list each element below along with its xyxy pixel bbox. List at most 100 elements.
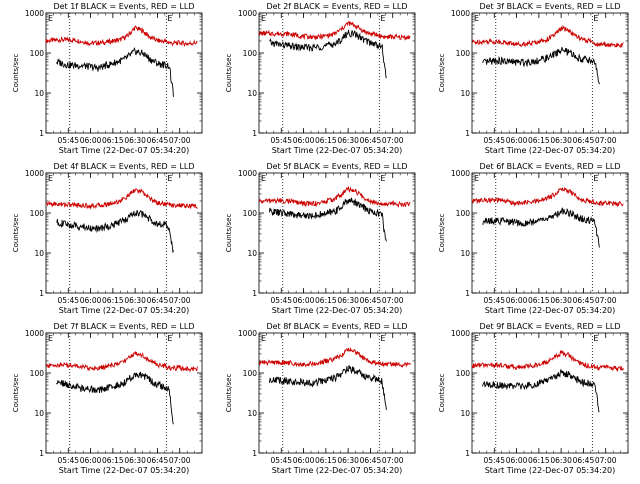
y-tick-label: 100 xyxy=(456,209,471,218)
x-tick-label: 06:00 xyxy=(506,136,528,145)
detector-plot-4: Det 4f BLACK = Events, RED = LLD 1 10 100 10… xyxy=(12,162,203,315)
x-tick-label: 05:45 xyxy=(270,296,292,305)
marker-label-right: E xyxy=(167,174,172,183)
marker-label-left: E xyxy=(261,174,266,183)
x-tick-label: 06:00 xyxy=(80,456,102,465)
x-tick-label: 06:15 xyxy=(528,136,550,145)
y-tick-label: 1 xyxy=(252,289,257,298)
y-tick-label: 100 xyxy=(243,209,258,218)
y-tick-label: 1000 xyxy=(25,169,44,178)
detector-plot-8: Det 8f BLACK = Events, RED = LLD 1 10 100 10… xyxy=(225,322,416,475)
x-tick-label: 06:30 xyxy=(550,456,572,465)
series-line-events xyxy=(56,209,174,253)
x-axis-label: Start Time (22-Dec-07 05:34:20) xyxy=(59,466,190,475)
x-tick-label: 05:45 xyxy=(57,296,79,305)
y-tick-label: 100 xyxy=(243,369,258,378)
detector-plot-9: Det 9f BLACK = Events, RED = LLD 1 10 100 10… xyxy=(438,322,629,475)
x-tick-label: 06:15 xyxy=(315,456,337,465)
x-tick-label: 06:15 xyxy=(528,296,550,305)
x-tick-label: 06:15 xyxy=(315,136,337,145)
y-tick-label: 10 xyxy=(34,409,44,418)
marker-label-left: E xyxy=(48,334,53,343)
plot-title: Det 6f BLACK = Events, RED = LLD xyxy=(479,162,620,171)
x-tick-label: 05:45 xyxy=(270,456,292,465)
marker-label-left: E xyxy=(474,174,479,183)
x-tick-label: 05:45 xyxy=(270,136,292,145)
x-tick-label: 05:45 xyxy=(57,136,79,145)
series-line-lld xyxy=(258,185,411,208)
plot-title: Det 1f BLACK = Events, RED = LLD xyxy=(53,2,194,11)
x-tick-label: 05:45 xyxy=(483,136,505,145)
series-line-lld xyxy=(471,349,624,373)
series-line-events xyxy=(481,368,600,413)
plot-title: Det 5f BLACK = Events, RED = LLD xyxy=(266,162,407,171)
y-tick-label: 1 xyxy=(252,129,257,138)
y-axis-label: Counts/sec xyxy=(438,214,446,253)
x-tick-label: 07:00 xyxy=(382,136,404,145)
plot-frame xyxy=(258,332,416,454)
x-tick-label: 07:00 xyxy=(169,456,191,465)
series-line-lld xyxy=(471,187,624,208)
y-tick-label: 1 xyxy=(465,289,470,298)
x-tick-label: 06:30 xyxy=(337,136,359,145)
y-tick-label: 1 xyxy=(39,129,44,138)
x-tick-label: 05:45 xyxy=(483,456,505,465)
x-tick-label: 06:45 xyxy=(573,296,595,305)
marker-label-right: E xyxy=(593,174,598,183)
plot-frame xyxy=(471,332,629,454)
x-axis-label: Start Time (22-Dec-07 05:34:20) xyxy=(485,466,616,475)
y-tick-label: 10 xyxy=(460,409,470,418)
y-axis-label: Counts/sec xyxy=(12,214,20,253)
series-line-events xyxy=(268,197,387,242)
x-tick-label: 06:30 xyxy=(337,296,359,305)
x-tick-label: 06:45 xyxy=(360,296,382,305)
x-tick-label: 07:00 xyxy=(382,456,404,465)
x-tick-label: 06:45 xyxy=(147,296,169,305)
y-tick-label: 10 xyxy=(247,89,257,98)
x-tick-label: 07:00 xyxy=(169,136,191,145)
marker-label-right: E xyxy=(167,334,172,343)
plot-frame xyxy=(45,12,203,134)
y-tick-label: 1000 xyxy=(25,9,44,18)
plot-title: Det 3f BLACK = Events, RED = LLD xyxy=(479,2,620,11)
y-tick-label: 1000 xyxy=(451,329,470,338)
y-tick-label: 10 xyxy=(460,89,470,98)
x-tick-label: 06:00 xyxy=(293,136,315,145)
x-tick-label: 06:00 xyxy=(80,296,102,305)
x-tick-label: 06:30 xyxy=(337,456,359,465)
series-line-events xyxy=(268,364,387,411)
detector-plot-6: Det 6f BLACK = Events, RED = LLD 1 10 100 10… xyxy=(438,162,629,315)
marker-label-left: E xyxy=(48,174,53,183)
y-axis-label: Counts/sec xyxy=(225,54,233,93)
detector-plot-3: Det 3f BLACK = Events, RED = LLD 1 10 100 10… xyxy=(438,2,629,155)
y-axis-label: Counts/sec xyxy=(438,374,446,413)
plot-title: Det 9f BLACK = Events, RED = LLD xyxy=(479,322,620,331)
series-line-lld xyxy=(45,188,198,210)
plot-frame xyxy=(45,172,203,294)
y-tick-label: 100 xyxy=(30,369,45,378)
series-line-lld xyxy=(258,347,411,368)
detector-plot-5: Det 5f BLACK = Events, RED = LLD 1 10 100 10… xyxy=(225,162,416,315)
plot-frame xyxy=(258,12,416,134)
y-tick-label: 1 xyxy=(252,449,257,458)
x-axis-label: Start Time (22-Dec-07 05:34:20) xyxy=(485,146,616,155)
y-tick-label: 1000 xyxy=(451,169,470,178)
x-tick-label: 06:15 xyxy=(315,296,337,305)
y-axis-label: Counts/sec xyxy=(225,214,233,253)
x-tick-label: 06:45 xyxy=(147,456,169,465)
x-tick-label: 07:00 xyxy=(595,296,617,305)
x-tick-label: 06:45 xyxy=(573,456,595,465)
plot-title: Det 4f BLACK = Events, RED = LLD xyxy=(53,162,194,171)
x-axis-label: Start Time (22-Dec-07 05:34:20) xyxy=(272,146,403,155)
y-tick-label: 10 xyxy=(247,249,257,258)
y-tick-label: 1000 xyxy=(238,169,257,178)
y-axis-label: Counts/sec xyxy=(12,374,20,413)
y-axis-label: Counts/sec xyxy=(438,54,446,93)
marker-label-right: E xyxy=(380,174,385,183)
y-tick-label: 10 xyxy=(34,89,44,98)
series-line-lld xyxy=(45,351,198,373)
x-axis-label: Start Time (22-Dec-07 05:34:20) xyxy=(59,306,190,315)
series-line-events xyxy=(269,29,387,79)
x-tick-label: 06:30 xyxy=(550,296,572,305)
